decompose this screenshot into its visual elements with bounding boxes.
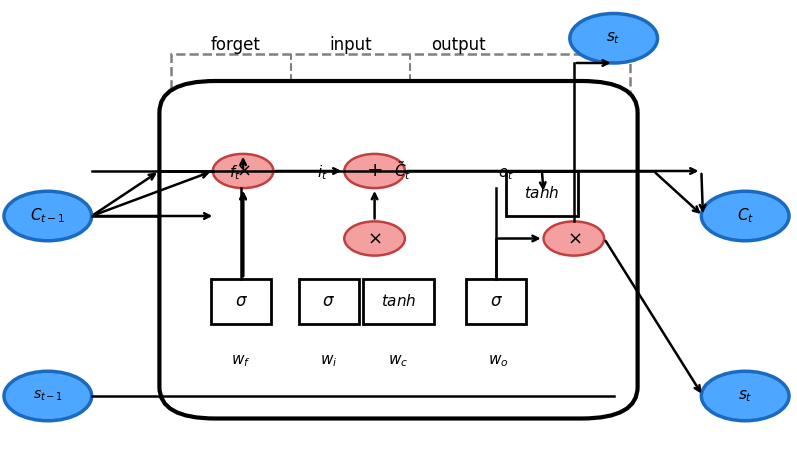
Text: $C_{t-1}$: $C_{t-1}$ xyxy=(30,207,65,225)
FancyBboxPatch shape xyxy=(159,81,638,418)
Text: $\tilde{C}_t$: $\tilde{C}_t$ xyxy=(394,160,411,182)
Circle shape xyxy=(544,221,604,256)
Text: $\times$: $\times$ xyxy=(236,162,250,180)
Text: $tanh$: $tanh$ xyxy=(381,293,416,310)
Text: $\sigma$: $\sigma$ xyxy=(322,292,336,310)
Circle shape xyxy=(213,154,273,188)
Text: $s_t$: $s_t$ xyxy=(738,388,752,404)
Text: $o_t$: $o_t$ xyxy=(498,166,514,182)
Circle shape xyxy=(701,371,789,421)
Text: $w_i$: $w_i$ xyxy=(320,353,337,369)
Text: $s_t$: $s_t$ xyxy=(607,31,621,46)
FancyBboxPatch shape xyxy=(299,279,359,324)
Circle shape xyxy=(701,191,789,241)
Text: $\times$: $\times$ xyxy=(567,230,581,248)
Text: $w_o$: $w_o$ xyxy=(488,353,508,369)
Text: $s_{t-1}$: $s_{t-1}$ xyxy=(33,389,63,403)
Text: $C_t$: $C_t$ xyxy=(736,207,754,225)
Text: $+$: $+$ xyxy=(367,162,383,180)
Text: $\times$: $\times$ xyxy=(367,230,382,248)
Circle shape xyxy=(4,371,92,421)
Circle shape xyxy=(4,191,92,241)
FancyBboxPatch shape xyxy=(466,279,526,324)
Text: $tanh$: $tanh$ xyxy=(524,185,559,202)
Text: $i_t$: $i_t$ xyxy=(317,163,328,182)
Text: forget: forget xyxy=(210,36,260,54)
FancyBboxPatch shape xyxy=(506,171,578,216)
Circle shape xyxy=(344,221,405,256)
Circle shape xyxy=(570,14,658,63)
Text: $f_t$: $f_t$ xyxy=(230,163,241,182)
Text: output: output xyxy=(431,36,485,54)
Circle shape xyxy=(344,154,405,188)
FancyBboxPatch shape xyxy=(363,279,434,324)
Text: $\sigma$: $\sigma$ xyxy=(489,292,503,310)
Text: $\sigma$: $\sigma$ xyxy=(234,292,248,310)
Text: $w_f$: $w_f$ xyxy=(231,353,250,369)
Text: input: input xyxy=(329,36,372,54)
Text: $w_c$: $w_c$ xyxy=(388,353,409,369)
FancyBboxPatch shape xyxy=(211,279,271,324)
